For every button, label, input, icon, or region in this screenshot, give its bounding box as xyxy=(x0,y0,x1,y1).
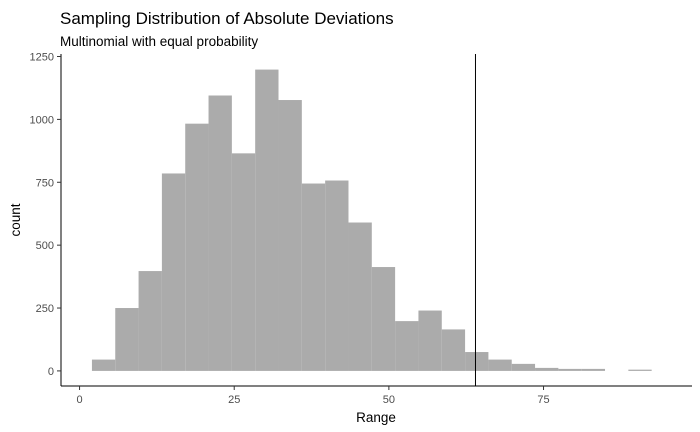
y-ticks-group: 0 250 500 750 1000 1250 xyxy=(30,52,61,378)
x-tick-label: 25 xyxy=(228,394,240,406)
histogram-bar xyxy=(535,367,559,371)
histogram-bar xyxy=(115,308,139,371)
y-tick-label: 500 xyxy=(36,240,54,252)
histogram-bar xyxy=(465,352,489,371)
histogram-bar xyxy=(581,368,606,371)
x-tick-label: 0 xyxy=(76,394,82,406)
histogram-bar xyxy=(348,222,372,371)
histogram-bar xyxy=(255,69,279,371)
histogram-bar xyxy=(441,329,466,371)
histogram-bar xyxy=(208,95,232,371)
histogram-bar xyxy=(418,310,442,371)
histogram-bar xyxy=(558,368,582,371)
histogram-bar xyxy=(278,100,302,371)
y-tick-label: 1250 xyxy=(30,52,54,64)
histogram-bar xyxy=(325,180,349,371)
histogram-bar xyxy=(395,321,419,371)
histogram-bar xyxy=(488,359,512,371)
x-tick-label: 75 xyxy=(537,394,549,406)
chart-title: Sampling Distribution of Absolute Deviat… xyxy=(60,9,394,28)
x-tick-label: 50 xyxy=(383,394,395,406)
histogram-bar xyxy=(371,267,396,371)
x-axis-title: Range xyxy=(356,410,396,425)
histogram-bar xyxy=(511,363,536,371)
y-tick-label: 0 xyxy=(48,366,54,378)
histogram-bar xyxy=(628,369,652,371)
histogram-bar xyxy=(161,173,186,371)
histogram-bar xyxy=(301,183,326,371)
y-tick-label: 250 xyxy=(36,303,54,315)
histogram-bar xyxy=(185,123,209,371)
histogram-bar xyxy=(91,359,116,371)
x-ticks-group: 0 25 50 75 xyxy=(76,386,550,406)
y-tick-label: 750 xyxy=(36,177,54,189)
y-tick-label: 1000 xyxy=(30,114,54,126)
histogram-bar xyxy=(138,271,162,371)
y-axis-title: count xyxy=(8,203,23,236)
chart-subtitle: Multinomial with equal probability xyxy=(60,34,258,49)
bars-group xyxy=(91,69,652,371)
histogram-bar xyxy=(231,153,256,371)
